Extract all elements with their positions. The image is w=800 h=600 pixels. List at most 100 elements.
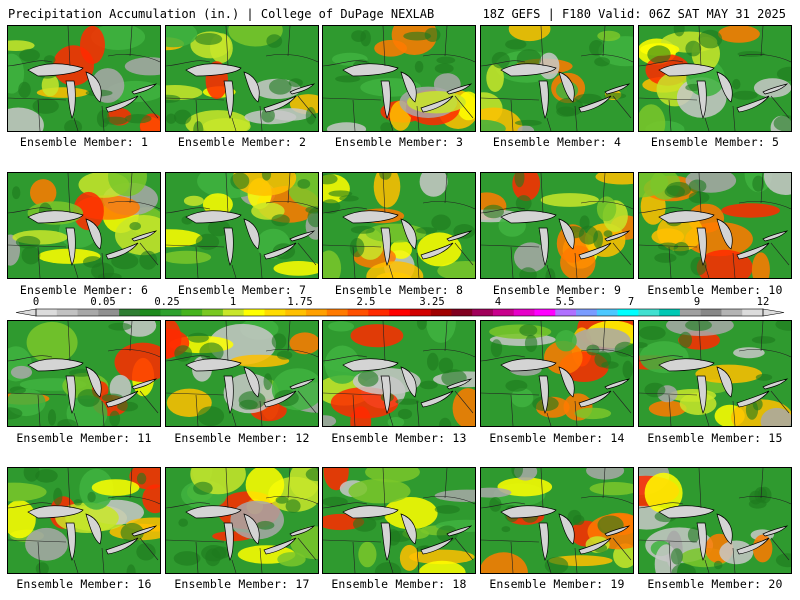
colorbar-swatch xyxy=(492,309,515,316)
colorbar-swatch xyxy=(513,309,535,316)
ensemble-member-caption: Ensemble Member: 12 xyxy=(174,431,310,445)
precip-map xyxy=(166,468,318,573)
colorbar-swatch xyxy=(742,309,764,316)
ensemble-map-panel xyxy=(165,172,319,279)
ensemble-map-panel xyxy=(165,467,319,574)
precip-map xyxy=(8,26,160,131)
precip-colorbar: 0 0.05 0.25 1 1.75 2.5 3.25 4 5.5 7 9 12 xyxy=(0,296,800,320)
precip-map xyxy=(481,26,633,131)
colorbar-max-arrow xyxy=(762,308,785,317)
map-title: Precipitation Accumulation (in.) | Colle… xyxy=(8,7,435,21)
ensemble-map-panel xyxy=(638,25,792,132)
header: Precipitation Accumulation (in.) | Colle… xyxy=(0,0,800,24)
colorbar-tick-label: 0.25 xyxy=(154,296,180,308)
colorbar-swatch xyxy=(700,309,722,316)
colorbar-swatch xyxy=(368,309,390,316)
colorbar-swatch xyxy=(202,309,224,316)
colorbar-swatch xyxy=(222,309,245,316)
precip-map xyxy=(323,468,475,573)
ensemble-member-caption: Ensemble Member: 17 xyxy=(174,577,310,591)
ensemble-member-caption: Ensemble Member: 4 xyxy=(492,135,622,149)
colorbar-swatch xyxy=(139,309,161,316)
precip-map xyxy=(323,173,475,278)
colorbar-ramp xyxy=(15,308,785,317)
colorbar-swatch xyxy=(451,309,473,316)
ensemble-map-panel xyxy=(7,467,161,574)
colorbar-swatch xyxy=(347,309,369,316)
colorbar-swatch xyxy=(472,309,494,316)
ensemble-map-panel xyxy=(480,25,634,132)
ensemble-map-panel xyxy=(480,172,634,279)
precip-map xyxy=(323,321,475,426)
colorbar-tick-label: 5.5 xyxy=(555,296,575,308)
precip-map xyxy=(481,173,633,278)
precip-map xyxy=(166,173,318,278)
ensemble-map-panel xyxy=(322,25,476,132)
colorbar-swatch xyxy=(721,309,743,316)
precip-map xyxy=(8,321,160,426)
ensemble-map-panel xyxy=(638,172,792,279)
ensemble-map-panel xyxy=(322,172,476,279)
colorbar-swatch xyxy=(56,309,78,316)
colorbar-tick-label: 9 xyxy=(693,296,701,308)
colorbar-tick-label: 7 xyxy=(627,296,635,308)
colorbar-swatch xyxy=(409,309,431,316)
colorbar-swatch xyxy=(326,309,348,316)
ensemble-map-panel xyxy=(322,467,476,574)
ensemble-member-caption: Ensemble Member: 18 xyxy=(331,577,467,591)
colorbar-swatch xyxy=(638,309,660,316)
ensemble-member-caption: Ensemble Member: 2 xyxy=(177,135,307,149)
model-run-label: 18Z GEFS | F180 Valid: 06Z SAT MAY 31 20… xyxy=(482,7,786,21)
ensemble-member-caption: Ensemble Member: 14 xyxy=(489,431,625,445)
ensemble-map-panel xyxy=(7,320,161,427)
ensemble-member-caption: Ensemble Member: 11 xyxy=(16,431,152,445)
colorbar-swatch xyxy=(243,309,265,316)
ensemble-map-panel xyxy=(165,320,319,427)
ensemble-map-panel xyxy=(638,320,792,427)
ensemble-member-caption: Ensemble Member: 7 xyxy=(177,283,307,297)
colorbar-frame xyxy=(35,308,764,317)
precip-map xyxy=(639,173,791,278)
precip-map xyxy=(639,468,791,573)
ensemble-member-caption: Ensemble Member: 6 xyxy=(19,283,149,297)
precip-map xyxy=(323,26,475,131)
colorbar-tick-label: 4 xyxy=(494,296,502,308)
ensemble-member-caption: Ensemble Member: 15 xyxy=(647,431,783,445)
colorbar-swatch xyxy=(98,309,120,316)
ensemble-member-caption: Ensemble Member: 9 xyxy=(492,283,622,297)
colorbar-swatch xyxy=(285,309,307,316)
colorbar-tick-label: 2.5 xyxy=(356,296,376,308)
colorbar-swatch xyxy=(555,309,577,316)
ensemble-map-panel xyxy=(322,320,476,427)
colorbar-swatch xyxy=(576,309,598,316)
colorbar-swatch xyxy=(77,309,99,316)
colorbar-swatch xyxy=(659,309,681,316)
colorbar-swatch xyxy=(306,309,328,316)
precip-map xyxy=(639,26,791,131)
ensemble-map-panel xyxy=(638,467,792,574)
colorbar-swatch xyxy=(534,309,556,316)
colorbar-swatch xyxy=(36,309,58,316)
ensemble-member-caption: Ensemble Member: 10 xyxy=(647,283,783,297)
ensemble-member-caption: Ensemble Member: 3 xyxy=(334,135,464,149)
colorbar-swatch xyxy=(160,309,182,316)
precip-map xyxy=(8,468,160,573)
ensemble-map-panel xyxy=(7,25,161,132)
precip-map xyxy=(639,321,791,426)
colorbar-min-arrow xyxy=(15,308,37,317)
precip-map xyxy=(481,321,633,426)
ensemble-member-caption: Ensemble Member: 5 xyxy=(650,135,780,149)
ensemble-member-caption: Ensemble Member: 1 xyxy=(19,135,149,149)
colorbar-tick-label: 3.25 xyxy=(419,296,445,308)
ensemble-member-caption: Ensemble Member: 20 xyxy=(647,577,783,591)
colorbar-swatch xyxy=(119,309,141,316)
ensemble-member-caption: Ensemble Member: 16 xyxy=(16,577,152,591)
precip-map xyxy=(8,173,160,278)
precip-map xyxy=(166,321,318,426)
colorbar-tick-label: 0.05 xyxy=(90,296,116,308)
precip-map xyxy=(481,468,633,573)
ensemble-map-panel xyxy=(165,25,319,132)
colorbar-tick-label: 12 xyxy=(756,296,770,308)
colorbar-tick-label: 1 xyxy=(229,296,237,308)
colorbar-tick-label: 1.75 xyxy=(287,296,313,308)
